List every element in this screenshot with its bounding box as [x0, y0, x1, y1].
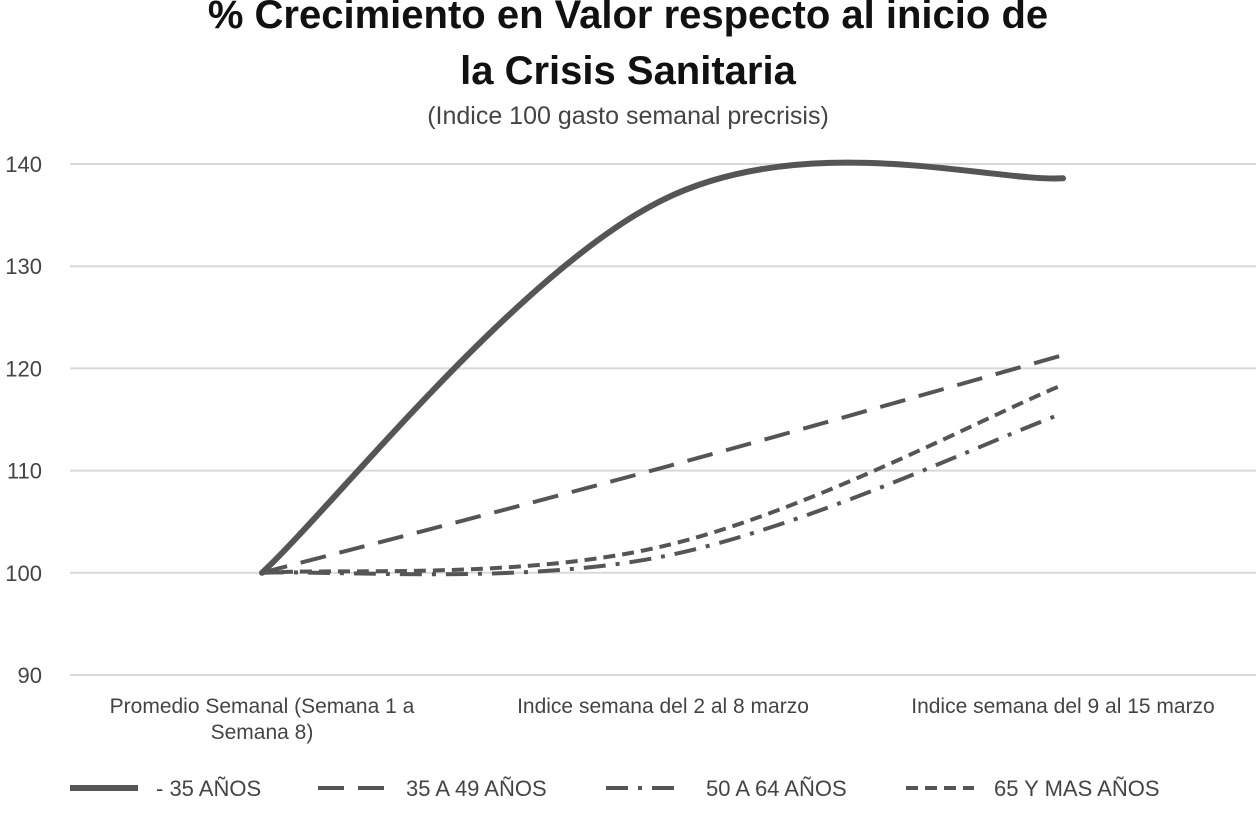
x-category-label: Indice semana del 9 al 15 marzo [911, 695, 1215, 718]
series-line-4 [261, 382, 1064, 575]
y-tick-label: 120 [5, 356, 42, 381]
y-tick-label: 90 [18, 663, 42, 688]
x-category-label: Promedio Semanal (Semana 1 a [110, 695, 415, 718]
y-tick-label: 110 [7, 459, 42, 484]
legend-label-1: - 35 AÑOS [156, 776, 261, 801]
y-tick-label: 100 [5, 561, 42, 586]
x-category-label: Semana 8) [211, 721, 314, 744]
legend: - 35 AÑOS 35 A 49 AÑOS 50 A 64 AÑOS 65 Y MA… [70, 776, 1160, 801]
x-category-label: Indice semana del 2 al 8 marzo [517, 695, 809, 718]
legend-label-2: 35 A 49 AÑOS [406, 776, 547, 801]
legend-label-3: 50 A 64 AÑOS [706, 776, 847, 801]
gridlines [70, 163, 1256, 676]
chart-subtitle: (Indice 100 gasto semanal precrisis) [427, 102, 829, 130]
y-axis-ticks: 90 100 110 120 130 140 [5, 152, 42, 688]
series-lines [259, 159, 1066, 577]
series-line-1 [259, 159, 1066, 576]
chart-title-line-1: % Crecimiento en Valor respecto al inici… [207, 0, 1049, 37]
x-axis-categories: Promedio Semanal (Semana 1 a Semana 8) Ind… [110, 695, 1215, 744]
y-tick-label: 130 [5, 254, 42, 279]
chart-title-line-2: la Crisis Sanitaria [460, 49, 796, 93]
legend-label-4: 65 Y MAS AÑOS [994, 776, 1160, 801]
y-tick-label: 140 [5, 152, 42, 177]
